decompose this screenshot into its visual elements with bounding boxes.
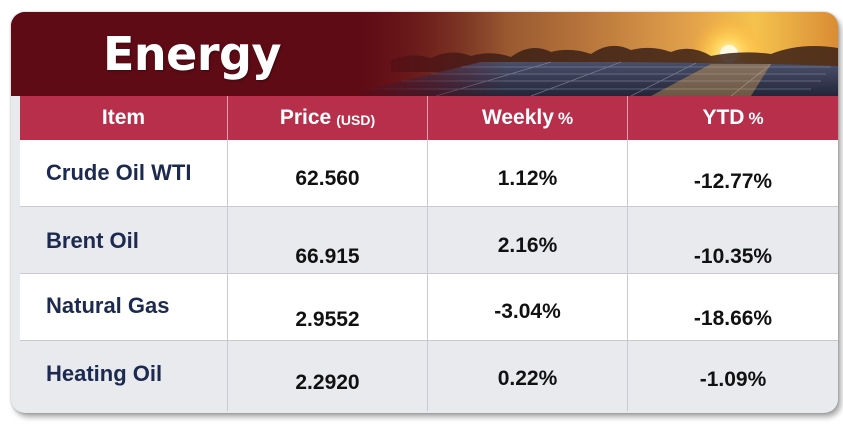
energy-card: Energy Item Price (USD) Weekly % YTD % C… (11, 12, 838, 413)
row-item: Natural Gas (46, 293, 170, 318)
header-weekly: Weekly % (428, 96, 628, 140)
solar-panel-sunset-image (11, 12, 838, 96)
header-price-unit: (USD) (336, 111, 376, 128)
table-header: Item Price (USD) Weekly % YTD % (20, 96, 838, 140)
table-row: Brent Oil 66.915 2.16% -10.35% (20, 207, 838, 274)
header-item: Item (20, 96, 228, 140)
header-price: Price (USD) (228, 96, 428, 140)
row-weekly: 2.16% (497, 234, 558, 257)
energy-banner: Energy (11, 12, 838, 96)
header-ytd-label: YTD (702, 106, 745, 129)
header-weekly-label: Weekly (481, 106, 554, 129)
header-ytd-unit: % (748, 109, 764, 128)
row-ytd: -18.66% (693, 307, 773, 330)
row-price: 2.2920 (295, 371, 360, 394)
header-item-label: Item (101, 106, 146, 129)
table-row: Heating Oil 2.2920 0.22% -1.09% (20, 341, 838, 411)
header-ytd: YTD % (628, 96, 838, 140)
header-price-label: Price (279, 106, 332, 129)
row-item: Heating Oil (46, 361, 163, 386)
row-price: 66.915 (295, 245, 360, 268)
row-price: 2.9552 (295, 308, 360, 331)
table-row: Crude Oil WTI 62.560 1.12% -12.77% (20, 140, 838, 207)
row-weekly: 1.12% (497, 167, 558, 190)
row-ytd: -1.09% (699, 368, 767, 391)
header-weekly-unit: % (557, 109, 574, 128)
table-row: Natural Gas 2.9552 -3.04% -18.66% (20, 274, 838, 341)
row-weekly: 0.22% (497, 367, 558, 390)
table-body: Crude Oil WTI 62.560 1.12% -12.77% Brent… (20, 140, 838, 411)
banner-title: Energy (103, 27, 281, 81)
row-ytd: -10.35% (693, 245, 773, 268)
row-ytd: -12.77% (693, 170, 773, 193)
row-price: 62.560 (295, 167, 360, 190)
row-item: Brent Oil (46, 228, 139, 253)
row-weekly: -3.04% (494, 300, 561, 323)
row-item: Crude Oil WTI (46, 160, 192, 185)
